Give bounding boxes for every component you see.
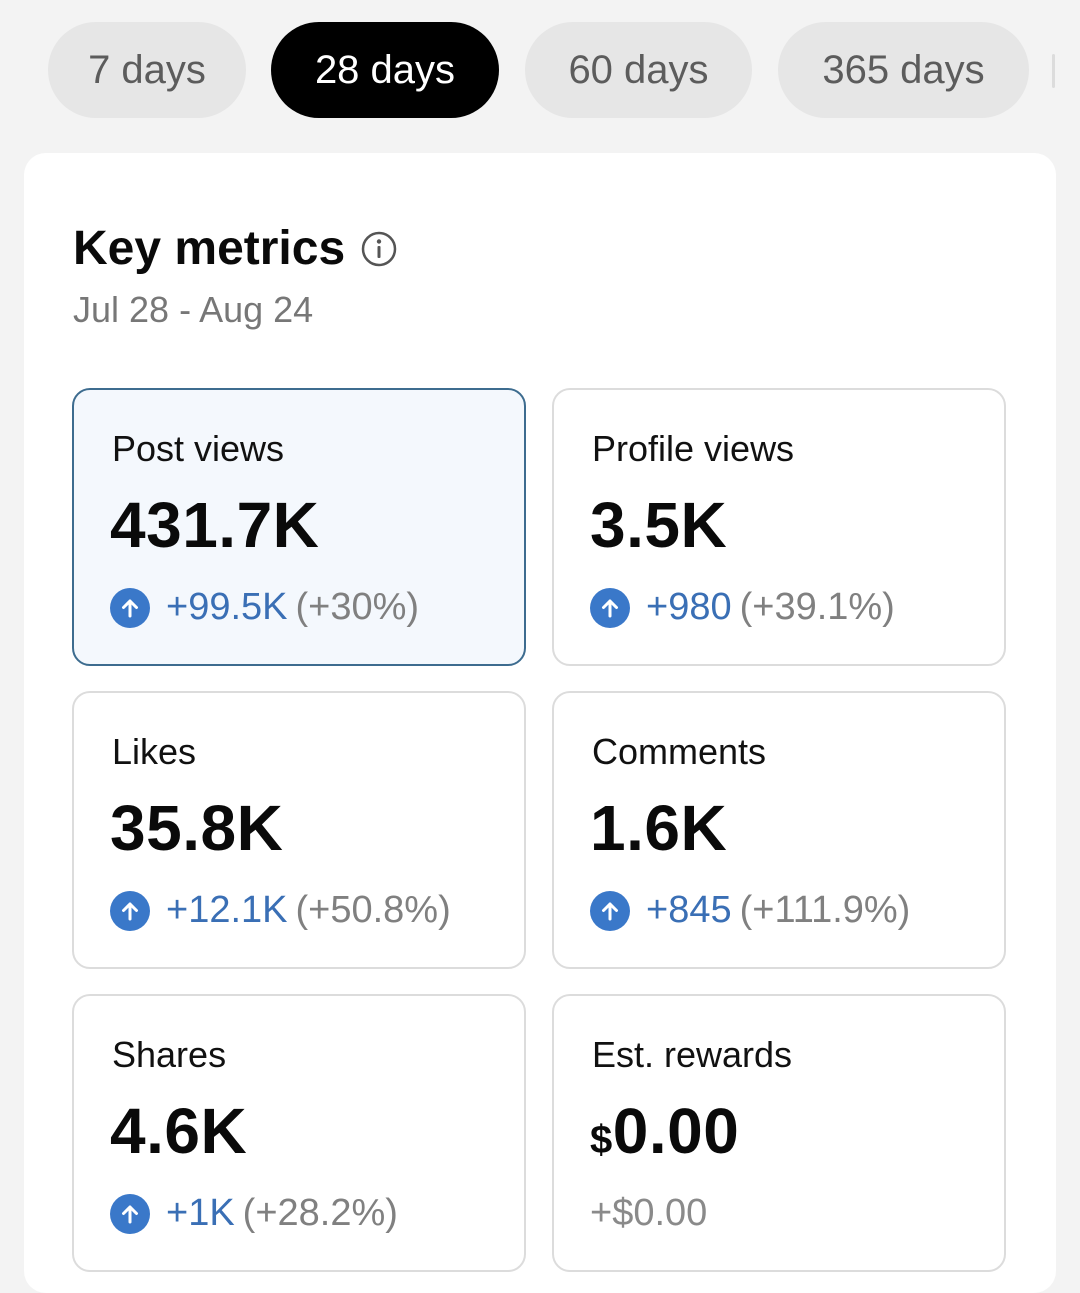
metric-delta: +980 (+39.1%) xyxy=(590,586,895,629)
metric-label: Comments xyxy=(592,731,767,772)
info-icon[interactable] xyxy=(361,231,397,267)
tabs-scroll-edge xyxy=(1052,54,1055,88)
delta-percent: (+111.9%) xyxy=(739,889,911,931)
panel-title-text: Key metrics xyxy=(73,222,346,275)
metric-delta: +$0.00 xyxy=(590,1192,707,1235)
delta-percent: (+50.8%) xyxy=(295,889,451,931)
arrow-up-icon xyxy=(110,587,150,628)
metric-delta: +845 (+111.9%) xyxy=(590,889,910,932)
metric-card-likes[interactable]: Likes 35.8K +12.1K (+50.8%) xyxy=(72,691,526,969)
metric-card-shares[interactable]: Shares 4.6K +1K (+28.2%) xyxy=(72,994,526,1272)
tab-60-days[interactable]: 60 days xyxy=(525,22,752,118)
delta-percent: (+28.2%) xyxy=(242,1192,398,1234)
metric-card-comments[interactable]: Comments 1.6K +845 (+111.9%) xyxy=(552,691,1006,969)
metric-value: 3.5K xyxy=(590,489,728,561)
tab-7-days[interactable]: 7 days xyxy=(48,22,246,118)
arrow-up-icon xyxy=(110,890,150,931)
delta-absolute: +99.5K xyxy=(166,586,288,628)
metric-label: Profile views xyxy=(592,428,795,469)
metric-label: Likes xyxy=(112,731,197,772)
metric-label: Est. rewards xyxy=(592,1034,793,1075)
arrow-up-icon xyxy=(590,890,630,931)
metric-value: $0.00 xyxy=(590,1094,739,1168)
currency-symbol: $ xyxy=(590,1118,613,1162)
delta-absolute: +980 xyxy=(646,586,732,628)
panel-title: Key metrics xyxy=(73,221,397,276)
delta-absolute: +845 xyxy=(646,889,732,931)
metric-card-est-rewards[interactable]: Est. rewards $0.00 +$0.00 xyxy=(552,994,1006,1272)
date-range: Jul 28 - Aug 24 xyxy=(73,289,314,330)
metric-label: Shares xyxy=(112,1034,227,1075)
tab-365-days[interactable]: 365 days xyxy=(778,22,1029,118)
arrow-up-icon xyxy=(110,1193,150,1234)
arrow-up-icon xyxy=(590,587,630,628)
metric-label: Post views xyxy=(112,428,285,469)
period-tabs: 7 days 28 days 60 days 365 days xyxy=(0,0,1080,140)
key-metrics-panel: Key metrics Jul 28 - Aug 24 Post views 4… xyxy=(24,153,1056,1293)
metric-delta: +12.1K (+50.8%) xyxy=(110,889,451,932)
metric-card-post-views[interactable]: Post views 431.7K +99.5K (+30%) xyxy=(72,388,526,666)
metric-value: 1.6K xyxy=(590,792,728,864)
tab-28-days[interactable]: 28 days xyxy=(271,22,499,118)
metric-delta: +99.5K (+30%) xyxy=(110,586,419,629)
metric-value: 4.6K xyxy=(110,1095,248,1167)
delta-absolute: +$0.00 xyxy=(590,1192,708,1234)
metric-value: 431.7K xyxy=(110,489,320,561)
delta-percent: (+30%) xyxy=(295,586,420,628)
delta-absolute: +1K xyxy=(166,1192,235,1234)
metric-card-profile-views[interactable]: Profile views 3.5K +980 (+39.1%) xyxy=(552,388,1006,666)
metric-value: 35.8K xyxy=(110,792,284,864)
delta-percent: (+39.1%) xyxy=(739,586,895,628)
delta-absolute: +12.1K xyxy=(166,889,288,931)
metric-delta: +1K (+28.2%) xyxy=(110,1192,398,1235)
metric-value-number: 0.00 xyxy=(612,1095,740,1167)
